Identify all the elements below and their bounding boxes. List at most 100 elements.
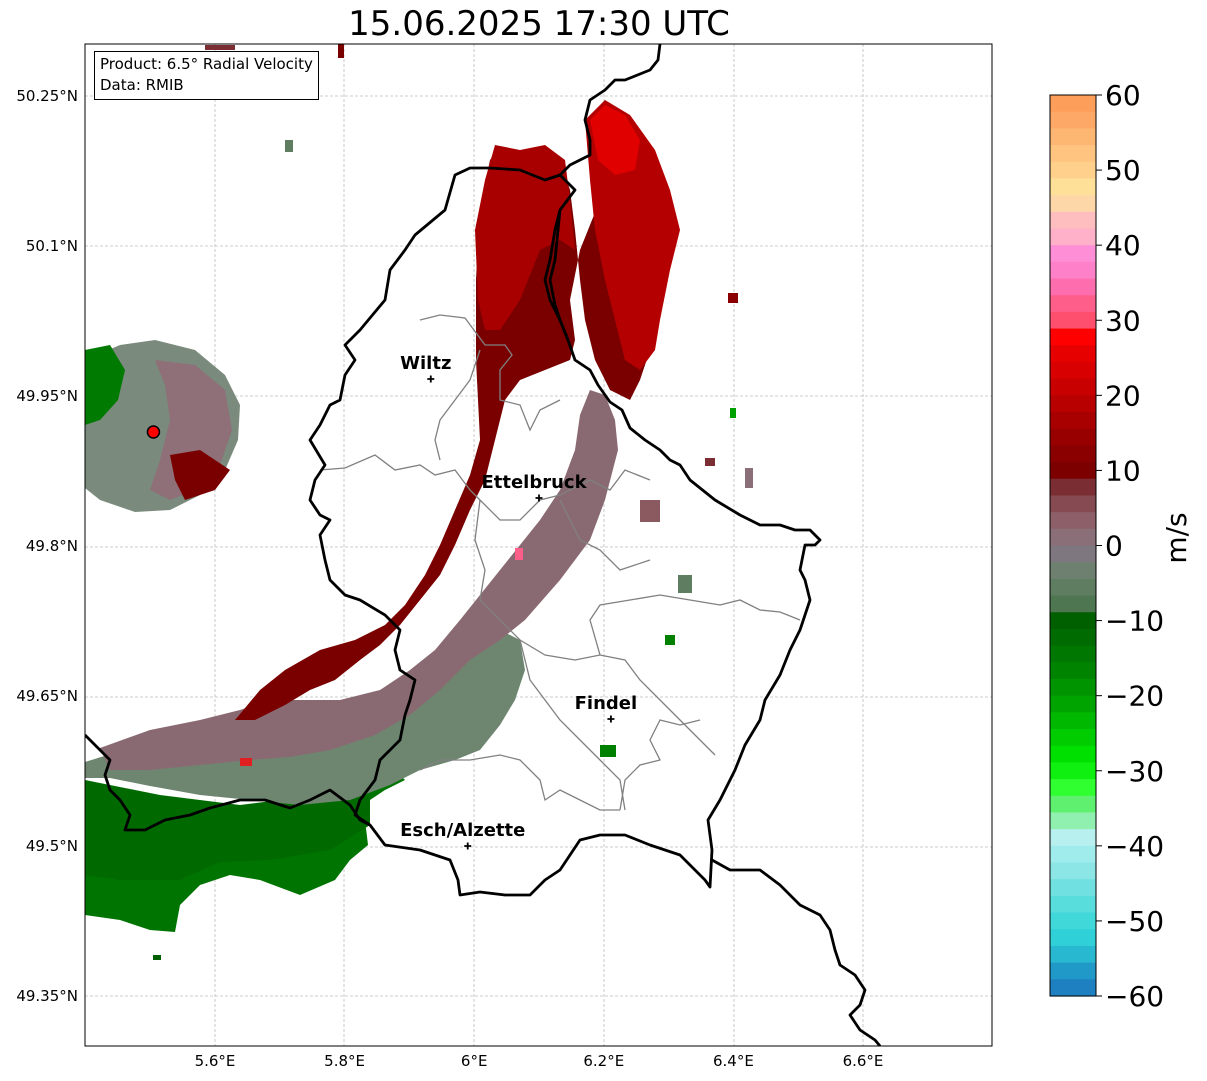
colorbar-block <box>1050 879 1096 897</box>
echo-radar-green <box>85 345 125 425</box>
echo-mauve-band <box>100 390 618 770</box>
canton-boundary <box>519 639 716 756</box>
colorbar-block <box>1050 962 1096 980</box>
echo-speckle <box>600 745 616 757</box>
canton-boundary <box>474 499 521 641</box>
border-fr-de <box>711 858 882 1046</box>
colorbar-block <box>1050 412 1096 430</box>
colorbar-block <box>1050 378 1096 396</box>
echo-speckle <box>640 500 660 522</box>
canton-boundary <box>479 469 651 521</box>
longitude-labels: 5.6°E 5.8°E 6°E 6.2°E 6.4°E 6.6°E <box>195 1052 884 1070</box>
canton-boundary <box>319 454 481 501</box>
echo-speckle <box>705 458 715 466</box>
colorbar-tick-label: −30 <box>1105 755 1164 788</box>
echo-speckle <box>730 408 736 418</box>
colorbar-tick-label: 30 <box>1105 304 1141 337</box>
colorbar-block <box>1050 161 1096 180</box>
echo-speckle <box>745 468 753 488</box>
colorbar-block <box>1050 695 1096 713</box>
colorbar-tick-label: −50 <box>1105 905 1164 938</box>
colorbar-block <box>1050 545 1096 563</box>
colorbar-block <box>1050 345 1096 363</box>
colorbar-block <box>1050 128 1096 146</box>
colorbar-tick-label: −20 <box>1105 680 1164 713</box>
country-borders <box>85 44 882 1046</box>
colorbar-block <box>1050 945 1096 964</box>
colorbar-tick-label: 10 <box>1105 454 1141 487</box>
colorbar-block <box>1050 929 1096 947</box>
data-source: Data: RMIB <box>100 76 184 94</box>
colorbar-block <box>1050 578 1096 597</box>
colorbar-tick-label: −60 <box>1105 980 1164 1013</box>
longitude-tick-label: 6.4°E <box>713 1052 754 1070</box>
city-findel: Findel <box>575 693 638 723</box>
latitude-labels: 50.25°N 50.1°N 49.95°N 49.8°N 49.65°N 49.5°N 4… <box>16 87 78 1005</box>
colorbar-block <box>1050 462 1096 480</box>
colorbar-block <box>1050 495 1096 513</box>
colorbar-block <box>1050 95 1096 113</box>
colorbar-block <box>1050 195 1096 213</box>
product-name: Product: 6.5° Radial Velocity <box>100 55 313 73</box>
colorbar-block <box>1050 295 1096 313</box>
colorbar-block <box>1050 178 1096 196</box>
city-markers: Wiltz Ettelbruck Findel Esch/Alzette <box>400 353 637 850</box>
echo-speckle <box>338 44 344 58</box>
colorbar-tick-label: −40 <box>1105 830 1164 863</box>
canton-boundaries <box>319 314 801 811</box>
city-ettelbruck: Ettelbruck <box>481 472 588 502</box>
colorbar-block <box>1050 729 1096 747</box>
border-be-de <box>543 209 570 341</box>
echo-speckle <box>728 293 738 303</box>
map-content: Wiltz Ettelbruck Findel Esch/Alzette <box>85 44 992 1046</box>
colorbar-unit-label: m/s <box>1160 512 1193 563</box>
colorbar-ticks: 60 50 40 30 20 10 0 −10 −20 −30 −40 −50 −60 <box>1096 79 1164 1013</box>
canton-boundary <box>419 754 620 811</box>
colorbar-block <box>1050 428 1096 446</box>
colorbar-block <box>1050 795 1096 814</box>
echo-speckle <box>665 635 675 645</box>
longitude-tick-label: 6.6°E <box>843 1052 884 1070</box>
city-marker-plus-icon <box>607 715 615 723</box>
colorbar-block <box>1050 562 1096 580</box>
border-north <box>559 44 662 176</box>
colorbar-tick-label: −10 <box>1105 605 1164 638</box>
colorbar-tick-label: 0 <box>1105 530 1123 563</box>
city-label: Findel <box>575 693 638 714</box>
colorbar-block <box>1050 812 1096 830</box>
colorbar-block <box>1050 228 1096 246</box>
longitude-tick-label: 6.2°E <box>583 1052 624 1070</box>
map-frame <box>84 43 993 1047</box>
colorbar-block <box>1050 245 1096 263</box>
colorbar-block <box>1050 395 1096 413</box>
latitude-tick-label: 50.25°N <box>16 87 78 105</box>
latitude-tick-label: 50.1°N <box>26 237 78 255</box>
latitude-tick-label: 49.5°N <box>26 837 78 855</box>
radar-site-marker <box>146 425 161 439</box>
colorbar-block <box>1050 712 1096 730</box>
latitude-tick-label: 49.95°N <box>16 387 78 405</box>
latitude-tick-label: 49.65°N <box>16 687 78 705</box>
colorbar-block <box>1050 278 1096 296</box>
map-title: 15.06.2025 17:30 UTC <box>348 4 730 44</box>
echo-speckle <box>285 140 293 152</box>
canton-boundary <box>559 499 651 571</box>
colorbar-block <box>1050 762 1096 780</box>
colorbar-block <box>1050 211 1096 230</box>
border-luxembourg <box>308 166 822 897</box>
colorbar-block <box>1050 829 1096 847</box>
colorbar-tick-label: 20 <box>1105 379 1141 412</box>
latitude-tick-label: 49.35°N <box>16 987 78 1005</box>
echo-speckle <box>153 955 161 960</box>
colorbar-block <box>1050 528 1096 547</box>
latitude-tick-label: 49.8°N <box>26 537 78 555</box>
colorbar-block <box>1050 311 1096 330</box>
product-info-box: Product: 6.5° Radial Velocity Data: RMIB <box>94 51 319 100</box>
city-wiltz: Wiltz <box>400 353 451 383</box>
city-marker-plus-icon <box>464 842 472 850</box>
city-label: Ettelbruck <box>481 472 587 493</box>
echo-red-band <box>475 145 575 330</box>
colorbar-color-blocks <box>1050 95 1096 997</box>
city-marker-plus-icon <box>427 375 435 383</box>
city-esch-alzette: Esch/Alzette <box>400 820 525 850</box>
